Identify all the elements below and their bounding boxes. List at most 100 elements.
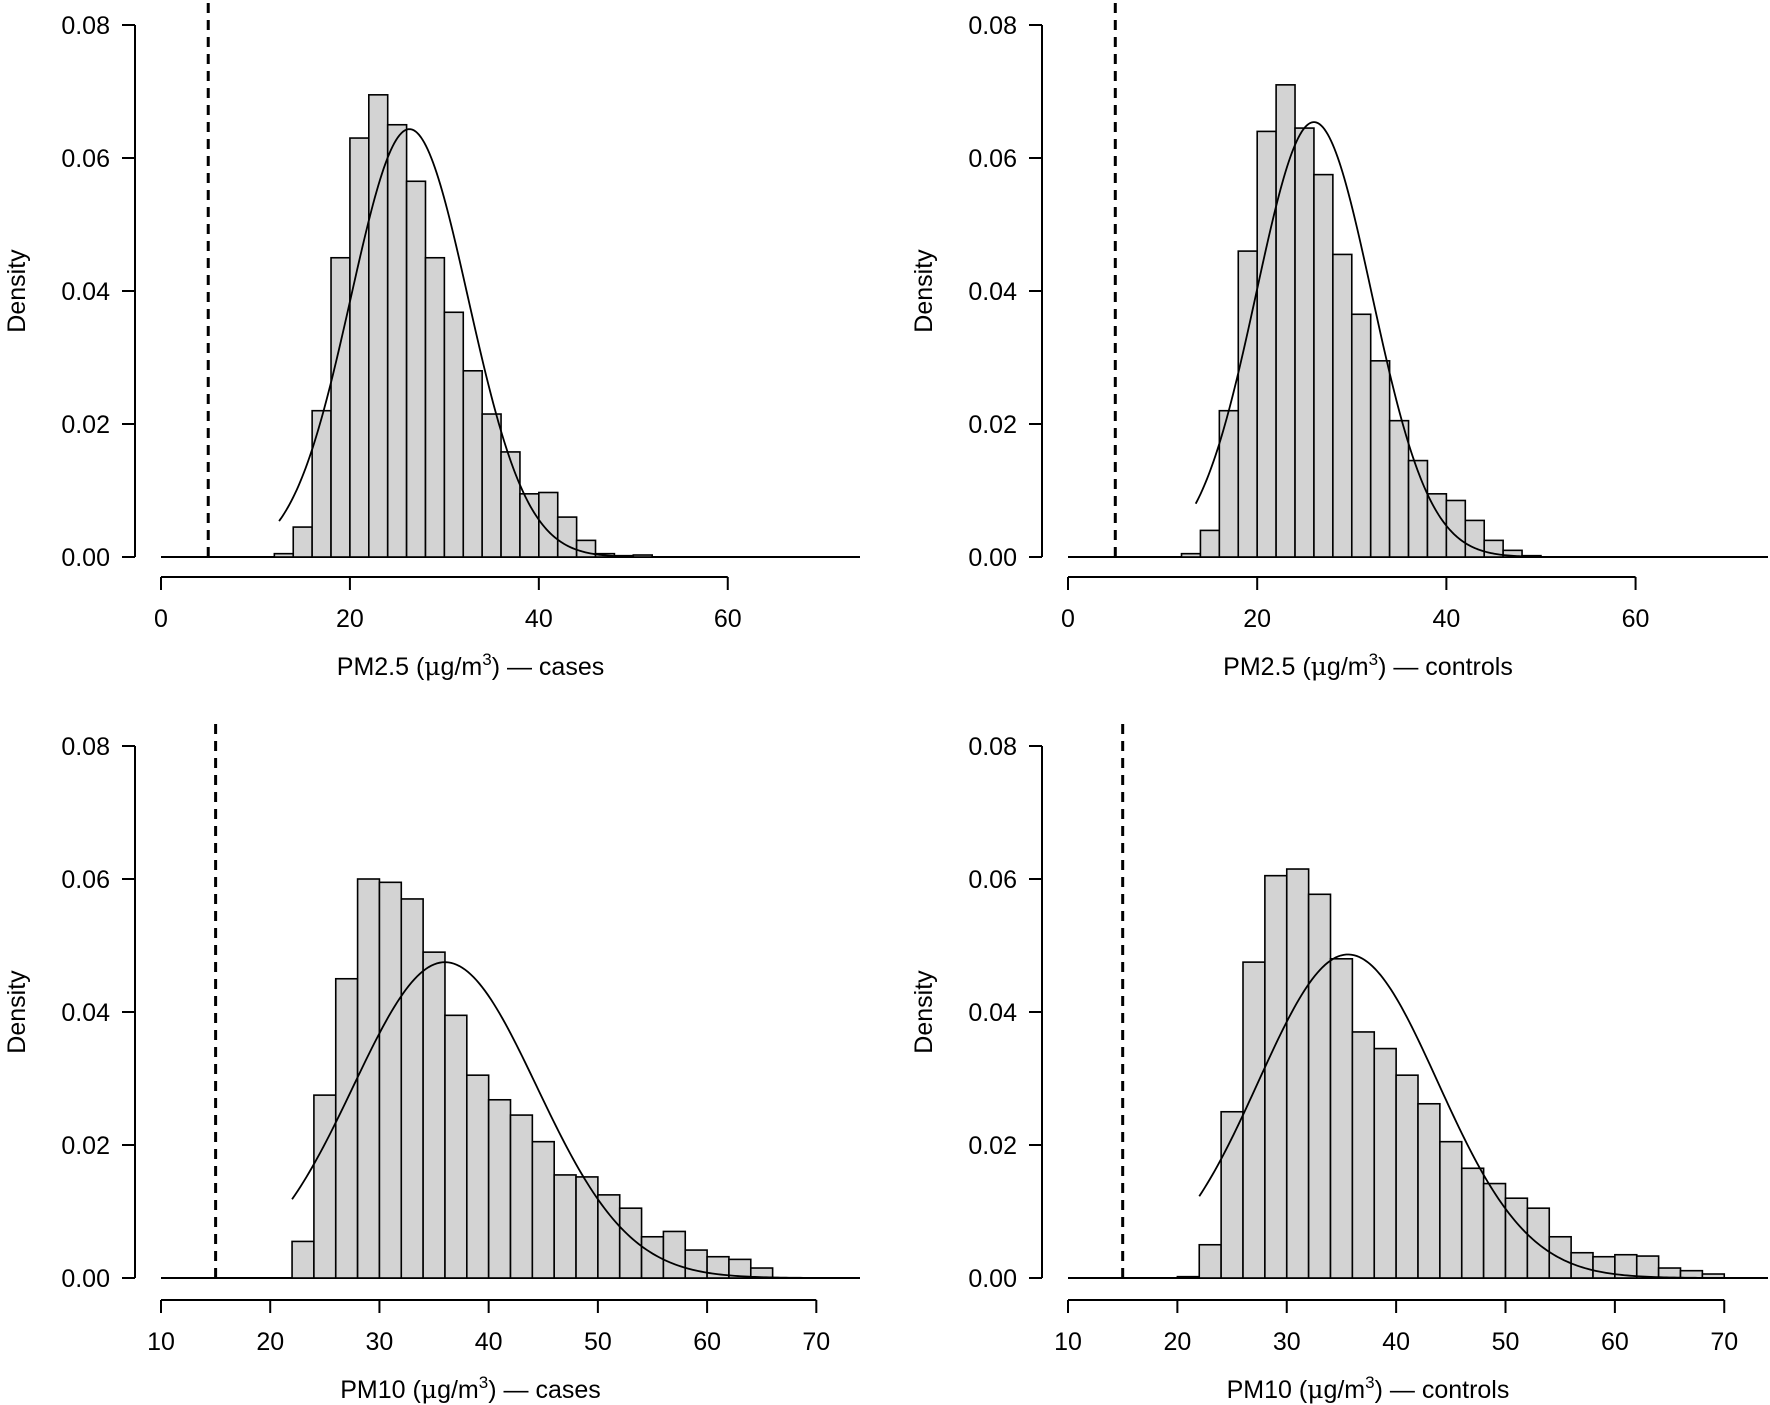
histogram-bar (1275, 84, 1296, 558)
histogram-bar (1242, 961, 1266, 1279)
x-tick-label: 30 (1273, 1328, 1301, 1356)
histogram-bar (597, 1194, 621, 1279)
histogram-bar (311, 409, 332, 558)
y-tick-label: 0.04 (968, 999, 1017, 1027)
panel-2: 0.00 0.02 0.04 0.06 0.08 Density 0 20 40 60 PM2.5 … (910, 3, 1768, 681)
histogram-bar (556, 516, 578, 558)
histogram-bar (334, 977, 359, 1279)
y-tick-label: 0.08 (61, 733, 110, 761)
x-axis-title: PM10 (μg/m3) — cases (340, 1373, 601, 1404)
histogram-bar (330, 256, 351, 558)
histogram-bar (291, 1240, 315, 1279)
histogram-bar (1176, 1275, 1201, 1279)
normal-density-curve (278, 128, 634, 558)
y-tick-label: 0.06 (61, 866, 110, 894)
histogram-bar (1313, 173, 1334, 558)
y-tick-label: 0.06 (968, 145, 1017, 173)
x-tick-label: 40 (475, 1328, 503, 1356)
histogram-bar (1351, 1031, 1376, 1279)
panel-4: 0.00 0.02 0.04 0.06 0.08 Density 10 20 30 40 50 60 7… (910, 724, 1768, 1404)
x-tick-label: 40 (525, 605, 553, 633)
panel-1: 0.00 0.02 0.04 0.06 0.08 Density 0 20 40 60 PM2.5 … (3, 3, 860, 681)
histogram-bar (462, 369, 483, 558)
y-axis-title: Density (3, 249, 31, 333)
y-tick-label: 0.06 (968, 866, 1017, 894)
x-tick-label: 50 (1492, 1328, 1520, 1356)
y-tick-label: 0.08 (968, 12, 1017, 40)
x-tick-label: 20 (256, 1328, 284, 1356)
y-tick-label: 0.04 (61, 278, 110, 306)
x-tick-label: 0 (1061, 605, 1075, 633)
histogram-bar (1460, 1167, 1485, 1279)
x-tick-label: 10 (147, 1328, 175, 1356)
histogram-bar (684, 1249, 708, 1279)
histogram-bar (1332, 253, 1353, 558)
x-axis-title: PM2.5 (μg/m3) — cases (337, 650, 604, 681)
x-tick-label: 60 (1622, 605, 1650, 633)
y-tick-label: 0.00 (61, 544, 110, 572)
histogram-bar (1199, 529, 1221, 558)
x-tick-label: 50 (584, 1328, 612, 1356)
y-tick-label: 0.02 (968, 411, 1017, 439)
normal-density-curve (1198, 953, 1725, 1279)
histogram-bar (1426, 493, 1448, 558)
histogram-bar (405, 180, 427, 558)
histogram-bar (386, 123, 408, 558)
histogram-bar (1635, 1255, 1660, 1279)
histogram-bar (1307, 893, 1332, 1279)
y-tick-label: 0.08 (61, 12, 110, 40)
histogram-bar (531, 1140, 555, 1279)
x-tick-label: 70 (802, 1328, 830, 1356)
x-tick-label: 20 (1243, 605, 1271, 633)
histogram-bar (1592, 1255, 1616, 1279)
histogram-bar (1237, 250, 1258, 558)
histogram-bar (378, 881, 403, 1279)
histogram-bar (273, 552, 295, 558)
histogram-bar (443, 311, 465, 558)
histogram-bar (1294, 127, 1315, 558)
y-tick-label: 0.02 (968, 1132, 1017, 1160)
normal-density-curve (291, 961, 860, 1279)
histogram-bar (444, 1014, 468, 1279)
histogram-bar (1264, 874, 1288, 1279)
y-tick-label: 0.00 (968, 1265, 1017, 1293)
x-tick-label: 10 (1054, 1328, 1082, 1356)
y-tick-label: 0.06 (61, 145, 110, 173)
y-tick-label: 0.00 (968, 544, 1017, 572)
histogram-bar (1502, 549, 1523, 558)
y-tick-label: 0.02 (61, 411, 110, 439)
histogram-bar (1482, 1182, 1507, 1279)
x-tick-label: 70 (1710, 1328, 1738, 1356)
histogram-bar (575, 1176, 599, 1279)
y-tick-label: 0.04 (968, 278, 1017, 306)
histogram-bar (553, 1174, 577, 1279)
histogram-bar (1180, 552, 1202, 558)
histogram-bar (1417, 1102, 1441, 1279)
histogram-bar (1407, 459, 1429, 558)
histogram-bar (1388, 419, 1410, 558)
histogram-bar (313, 1094, 337, 1279)
histogram-bar (422, 951, 446, 1279)
y-axis-title: Density (910, 249, 938, 333)
panel-3: 0.00 0.02 0.04 0.06 0.08 Density 10 20 30 40 50 60 7… (3, 724, 860, 1404)
y-axis-title: Density (910, 970, 938, 1054)
histogram-bar (1521, 554, 1542, 558)
histogram-bar (1464, 519, 1486, 558)
histogram-bar (662, 1230, 687, 1279)
histogram-bar (424, 256, 446, 558)
x-axis-title: PM2.5 (μg/m3) — controls (1223, 650, 1513, 681)
y-tick-label: 0.04 (61, 999, 110, 1027)
histogram-bar (487, 1098, 512, 1279)
x-tick-label: 20 (1163, 1328, 1191, 1356)
x-tick-label: 40 (1382, 1328, 1410, 1356)
histogram-bar (1285, 868, 1310, 1279)
y-tick-label: 0.00 (61, 1265, 110, 1293)
histogram-bar (400, 898, 424, 1279)
x-tick-label: 0 (154, 605, 168, 633)
histogram-bar (1504, 1197, 1529, 1279)
y-axis-title: Density (3, 970, 31, 1054)
histogram-bar (1395, 1074, 1419, 1279)
histogram-bar (1439, 1140, 1463, 1279)
y-tick-label: 0.02 (61, 1132, 110, 1160)
